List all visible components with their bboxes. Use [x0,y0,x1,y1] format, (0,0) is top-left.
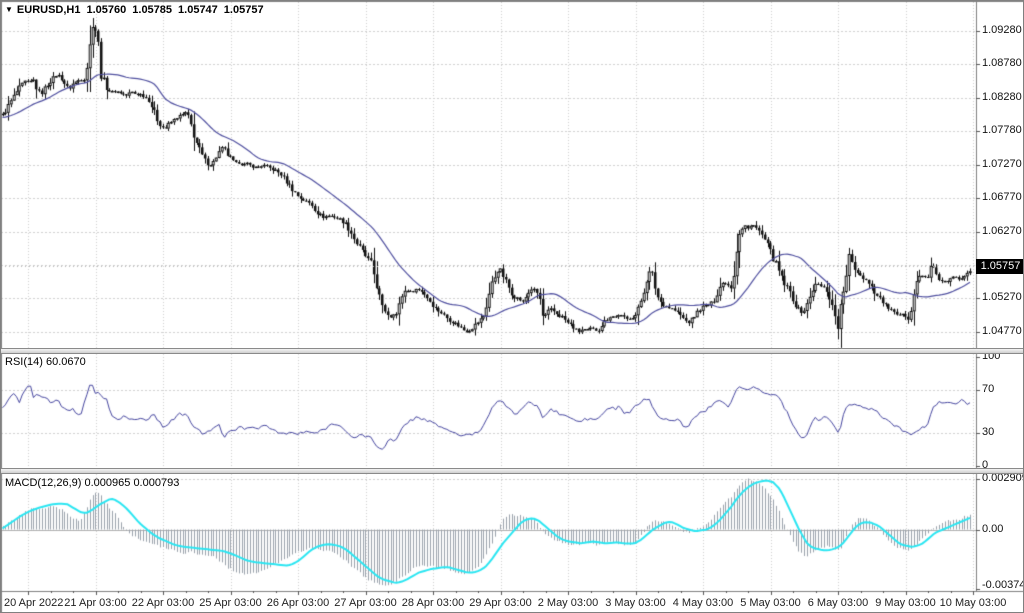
time-axis-label: 4 May 03:00 [672,597,734,609]
macd-axis-label: 0.00 [982,523,1004,535]
rsi-axis-label: 0 [982,459,989,471]
rsi-axis-label: 70 [982,383,995,395]
time-axis-label: 22 Apr 03:00 [131,597,195,609]
time-axis-label: 21 Apr 03:00 [64,597,127,609]
time-axis-label: 5 May 03:00 [740,597,801,609]
panel-splitter-macd[interactable] [1,468,1023,474]
price-axis-label: 1.07780 [982,124,1022,136]
time-axis-label: 26 Apr 03:00 [266,597,330,609]
time-axis-label: 6 May 03:00 [807,597,869,609]
price-axis-label: 1.06270 [982,225,1022,237]
time-axis-label: 10 May 03:00 [939,597,1007,609]
price-axis-label: 1.04770 [982,325,1022,337]
price-axis-label: 1.08280 [982,91,1022,103]
time-axis-label: 3 May 03:00 [605,597,666,609]
time-axis-label: 28 Apr 03:00 [401,597,465,609]
time-axis-label: 29 Apr 03:00 [469,597,532,609]
panel-splitter-rsi[interactable] [1,348,1023,354]
price-axis-label: 1.05270 [982,291,1022,303]
rsi-axis-label: 30 [982,426,995,438]
time-axis-label: 25 Apr 03:00 [199,597,262,609]
time-axis-label: 27 Apr 03:00 [334,597,397,609]
time-axis-label: 9 May 03:00 [875,597,936,609]
price-axis-label: 1.06770 [982,191,1022,203]
macd-axis-label: 0.002909 [982,472,1024,484]
time-axis-label: 20 Apr 2022 [4,597,64,609]
price-axis-label: 1.09280 [982,24,1022,36]
price-axis-label: 1.08780 [982,57,1022,69]
price-axis-label: 1.07270 [982,158,1022,170]
time-axis-label: 2 May 03:00 [537,597,599,609]
macd-axis-label: -0.00374 [982,579,1024,591]
current-price-tag: 1.05757 [976,259,1023,274]
